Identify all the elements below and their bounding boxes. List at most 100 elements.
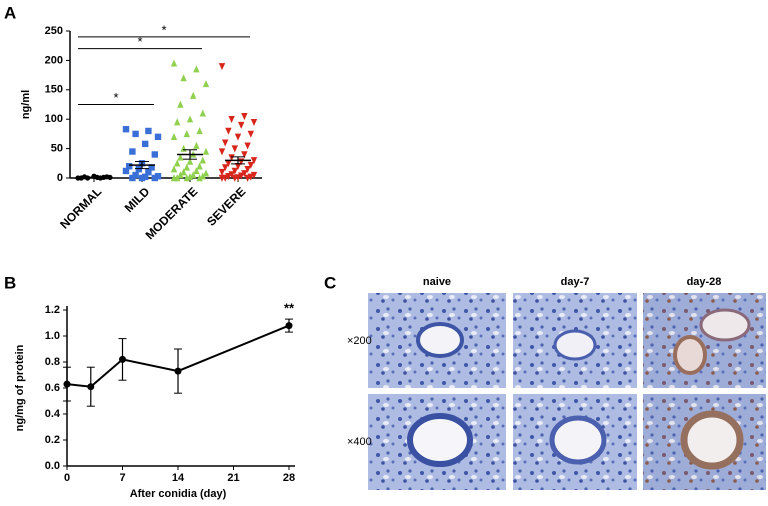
x-axis-label: After conidia (day) (130, 488, 227, 500)
column-label: day-28 (687, 276, 722, 288)
point (238, 172, 245, 180)
y-axis-label: ng/mg of protein (14, 344, 26, 431)
y-tick-label: 100 (45, 113, 63, 125)
point (151, 174, 158, 182)
point (63, 380, 71, 388)
y-tick-label: 200 (45, 54, 63, 66)
significance-label: * (113, 90, 118, 105)
y-tick-label: 1.2 (45, 304, 60, 316)
point (218, 148, 226, 156)
point (234, 133, 242, 141)
point (250, 171, 258, 179)
row-label: ×400 (347, 436, 372, 448)
y-tick-label: 0.2 (45, 434, 60, 446)
point (231, 174, 238, 182)
point (142, 140, 149, 148)
point (241, 113, 248, 121)
point (119, 355, 126, 363)
point (132, 130, 139, 138)
airway (673, 335, 707, 375)
point (244, 142, 251, 150)
micrographs (368, 293, 766, 490)
point (238, 121, 245, 129)
point (228, 116, 235, 124)
column-label: naive (423, 276, 451, 288)
point (231, 167, 238, 175)
x-tick-label: 14 (172, 472, 185, 484)
point (218, 168, 226, 176)
y-axis-label: ng/ml (20, 90, 32, 119)
y-tick-label: 250 (45, 25, 63, 37)
column-label: day-7 (561, 276, 590, 288)
point (234, 163, 242, 171)
point (225, 160, 232, 168)
point (170, 174, 178, 182)
point (218, 174, 226, 182)
y-tick-label: 150 (45, 84, 63, 96)
point (199, 172, 206, 180)
point (186, 115, 194, 123)
point (193, 65, 200, 73)
x-tick-label: NORMAL (57, 184, 104, 231)
point (122, 167, 130, 175)
point (183, 130, 190, 138)
point (244, 174, 251, 182)
point (126, 163, 133, 170)
point (183, 163, 190, 171)
point (196, 127, 203, 135)
point (186, 157, 194, 165)
x-tick-label: 7 (119, 472, 125, 484)
point (180, 74, 187, 82)
point (222, 164, 229, 172)
x-tick-label: 28 (283, 472, 295, 484)
point (122, 125, 130, 133)
micrograph (643, 293, 766, 388)
airway (407, 413, 473, 467)
y-tick-label: 50 (51, 143, 63, 155)
y-tick-label: 1.0 (45, 330, 60, 342)
point (180, 144, 187, 152)
point (202, 147, 210, 155)
point (180, 168, 187, 176)
point (202, 169, 210, 177)
point (199, 109, 206, 117)
y-tick-label: 0 (57, 172, 63, 184)
point (129, 174, 136, 182)
point (218, 63, 226, 71)
point (177, 171, 184, 179)
point (170, 59, 178, 67)
x-tick-label: 0 (64, 472, 70, 484)
point (174, 118, 181, 126)
point (231, 145, 238, 153)
point (174, 159, 181, 167)
point (247, 161, 254, 169)
point (170, 133, 178, 141)
significance-label: * (161, 22, 166, 37)
panel-label: A (4, 3, 16, 22)
point (199, 156, 206, 164)
point (145, 127, 152, 135)
point (228, 171, 235, 179)
point (148, 164, 155, 171)
x-tick-label: SEVERE (204, 184, 248, 228)
point (222, 139, 229, 147)
point (174, 367, 182, 375)
y-tick-label: 0.6 (45, 382, 60, 394)
airway (549, 415, 607, 465)
point (285, 322, 293, 330)
point (154, 133, 162, 141)
point (183, 174, 190, 182)
point (138, 174, 146, 182)
y-tick-label: 0.4 (45, 408, 61, 420)
airway (553, 329, 597, 361)
annotation: ** (284, 301, 295, 316)
point (145, 168, 152, 176)
point (190, 91, 197, 99)
point (196, 162, 203, 170)
point (190, 171, 197, 179)
point (225, 173, 232, 181)
airway (416, 322, 464, 358)
y-tick-label: 0.0 (45, 460, 60, 472)
point (170, 165, 178, 173)
